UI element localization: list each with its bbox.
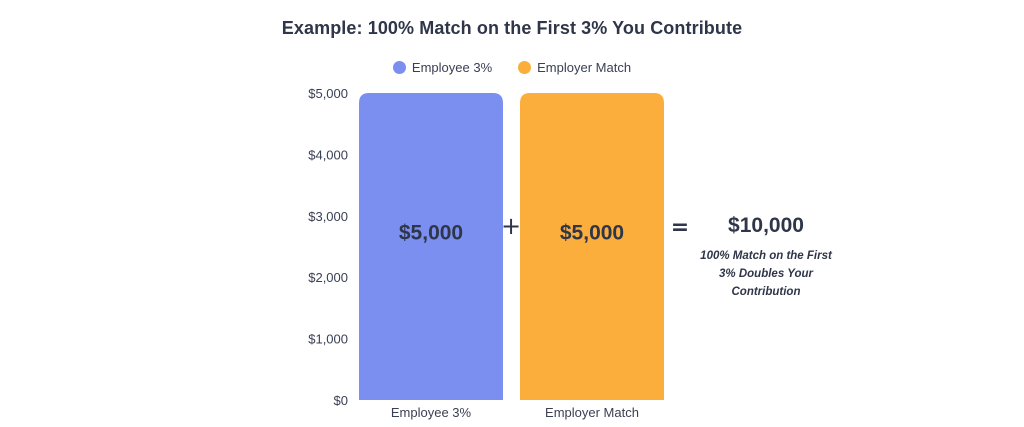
y-tick-label: $3,000 <box>308 209 348 224</box>
y-tick-label: $5,000 <box>308 86 348 101</box>
equals-sign: = <box>671 215 689 240</box>
plus-sign: + <box>501 212 521 240</box>
result-total: $10,000 <box>728 214 804 237</box>
legend-label-employer: Employer Match <box>537 60 632 75</box>
bar <box>520 93 664 400</box>
result-note: 100% Match on the First 3% Doubles Your … <box>700 250 832 298</box>
y-tick-label: $0 <box>334 393 348 408</box>
legend-item-employee: Employee 3% <box>392 60 493 75</box>
y-tick-label: $1,000 <box>308 332 348 347</box>
chart-title: Example: 100% Match on the First 3% You … <box>281 18 743 38</box>
y-tick-label: $4,000 <box>308 147 348 162</box>
legend-swatch-employer <box>518 61 532 74</box>
bar-value-label: $5,000 <box>560 222 624 245</box>
x-tick-label: Employer Match <box>545 405 639 420</box>
legend-swatch-employee <box>392 61 406 74</box>
bar-value-label: $5,000 <box>399 222 463 245</box>
y-tick-label: $2,000 <box>308 270 348 285</box>
x-tick-label: Employee 3% <box>391 405 472 420</box>
legend-item-employer: Employer Match <box>518 60 631 75</box>
legend-label-employee: Employee 3% <box>411 60 493 75</box>
legend: Employee 3% Employer Match <box>0 60 1024 75</box>
bar <box>359 93 503 400</box>
